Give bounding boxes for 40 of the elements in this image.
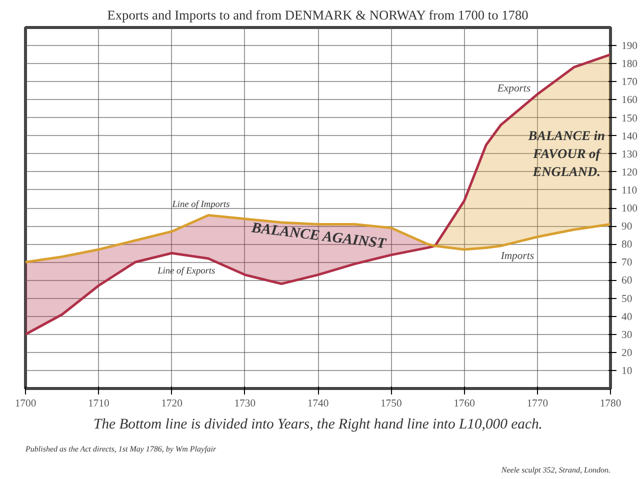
y-tick-label: 70	[622, 258, 632, 269]
x-tick-label: 1740	[307, 398, 329, 410]
y-tick-label: 20	[622, 348, 632, 359]
y-tick-label: 60	[622, 276, 632, 287]
y-tick-label: 100	[622, 204, 638, 214]
text: The Bottom line is divided into Years, the Right hand line into L10,000 each.	[94, 416, 542, 432]
x-tick-label: 1780	[600, 398, 622, 410]
y-tick-label: 120	[622, 167, 638, 178]
y-tick-label: 50	[622, 294, 632, 305]
x-tick-label: 1730	[234, 398, 256, 410]
annotation: Line of Imports	[171, 200, 230, 210]
text: Neele sculpt 352, Strand, London.	[500, 466, 611, 474]
y-tick-label: 10	[622, 366, 632, 377]
y-tick-label: 110	[622, 185, 638, 196]
x-tick-label: 1700	[14, 398, 36, 410]
y-tick-label: 80	[622, 240, 632, 251]
y-tick-label: 140	[622, 131, 638, 142]
x-tick-label: 1710	[88, 398, 110, 410]
y-tick-label: 130	[622, 149, 638, 160]
y-tick-label: 190	[622, 41, 638, 52]
y-tick-label: 180	[622, 59, 638, 70]
line-series	[26, 214, 610, 264]
annotation: Line of Exports	[156, 266, 216, 277]
annotation: BALANCE in FAVOUR of ENGLAND.	[527, 128, 605, 180]
y-tick-label: 170	[622, 77, 638, 88]
series-label: Imports	[500, 250, 534, 262]
chart-title: Exports and Imports to and from DENMARK & NORWAY from 1700 to 1780	[107, 8, 529, 22]
y-tick-label: 150	[622, 113, 638, 124]
x-tick-label: 1760	[454, 398, 475, 410]
annotation: BALANCE AGAINST	[250, 220, 388, 252]
y-tick-label: 30	[622, 330, 632, 341]
x-tick-label: 1750	[380, 398, 402, 410]
y-tick-label: 160	[622, 95, 638, 106]
x-tick-label: 1770	[526, 398, 548, 410]
line-series	[26, 53, 610, 336]
y-tick-label: 40	[622, 312, 632, 323]
text: Published as the Act directs, 1st May 1786, by Wm Playfair	[24, 444, 218, 454]
series-label: Exports	[496, 83, 531, 94]
y-tick-label: 90	[622, 222, 632, 233]
x-tick-label: 1720	[161, 398, 182, 410]
